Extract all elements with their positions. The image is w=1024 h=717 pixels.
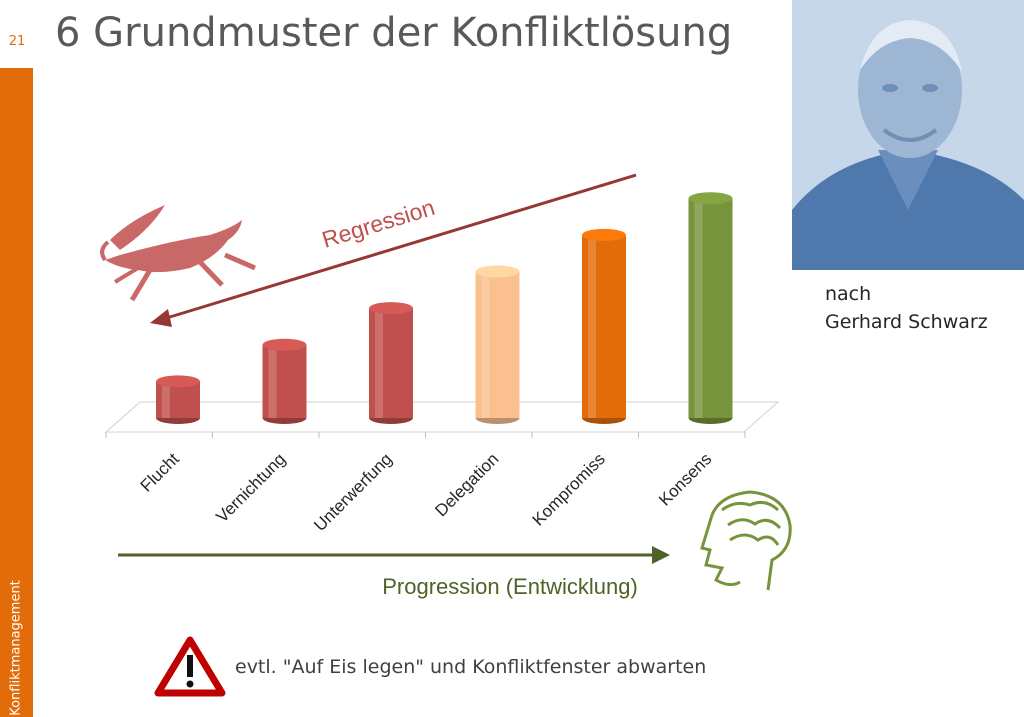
bar	[369, 302, 413, 424]
page-title: 6 Grundmuster der Konfliktlösung	[55, 10, 733, 56]
category-label: Unterwerfung	[310, 449, 396, 535]
bar	[475, 265, 520, 424]
regression-arrow	[150, 173, 637, 327]
progression-arrow	[118, 546, 670, 564]
progression-label: Progression (Entwicklung)	[382, 574, 638, 599]
category-label: Konsens	[655, 449, 715, 509]
category-label: Delegation	[431, 449, 502, 520]
bar-top	[582, 228, 626, 241]
category-label: Kompromiss	[529, 449, 609, 529]
bar-body	[156, 381, 200, 418]
bar	[688, 192, 733, 424]
bar-body	[475, 271, 520, 418]
portrait-photo	[792, 0, 1024, 270]
bar-highlight	[481, 271, 490, 418]
sidebar-bar: Konfliktmanagement	[0, 68, 33, 717]
bar-highlight	[162, 381, 170, 418]
bar-top	[262, 338, 307, 351]
bar-highlight	[268, 344, 277, 418]
bar-top	[475, 265, 520, 278]
bar-body	[582, 234, 626, 418]
bar-highlight	[694, 198, 703, 418]
warning-text: evtl. "Auf Eis legen" und Konfliktfenste…	[235, 656, 707, 678]
category-label: Flucht	[137, 449, 183, 495]
brain-icon	[700, 490, 792, 591]
lizard-icon	[100, 205, 256, 302]
bar	[582, 228, 626, 424]
bar-body	[369, 308, 413, 418]
attribution-line2: Gerhard Schwarz	[825, 311, 988, 333]
bar-top	[688, 192, 733, 205]
bar	[262, 338, 307, 424]
bar-body	[262, 344, 307, 418]
category-label: Vernichtung	[212, 449, 289, 526]
bar-body	[688, 198, 733, 418]
bar	[156, 375, 200, 424]
chart-floor	[104, 401, 780, 438]
bar-highlight	[588, 234, 596, 418]
bar-top	[156, 375, 200, 388]
bars	[156, 192, 733, 424]
category-labels: Flucht Vernichtung Unterwerfung Delegation K…	[137, 449, 716, 535]
page-number: 21	[8, 34, 26, 49]
bar-top	[369, 302, 413, 315]
warning-icon	[154, 636, 226, 697]
attribution-line1: nach	[825, 283, 872, 305]
bar-highlight	[375, 308, 383, 418]
attribution: nach Gerhard Schwarz	[825, 280, 988, 336]
regression-label: Regression	[319, 194, 438, 253]
